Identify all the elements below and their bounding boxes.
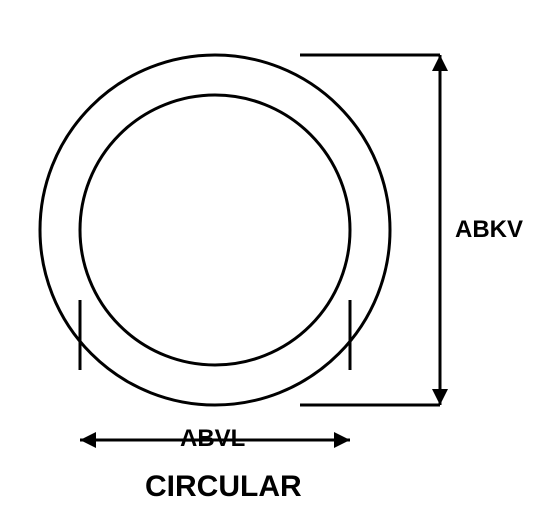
diagram-canvas: ABKV ABVL CIRCULAR [0, 0, 548, 520]
diagram-svg [0, 0, 548, 520]
inner-diameter-label: ABVL [180, 425, 245, 453]
outer-diameter-label: ABKV [455, 216, 523, 244]
diagram-title: CIRCULAR [145, 470, 302, 504]
